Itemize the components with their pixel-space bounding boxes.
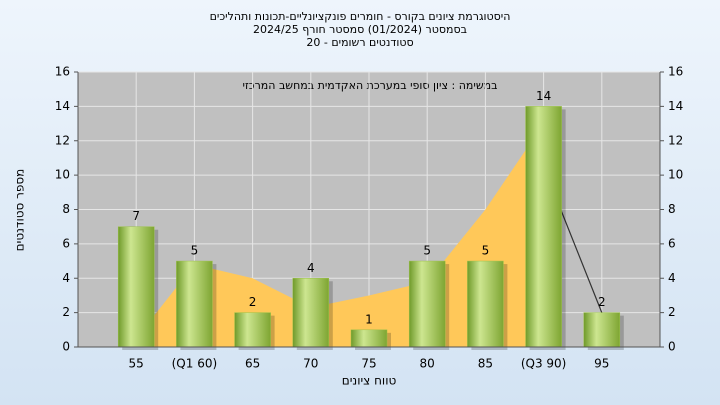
data-label: 5 <box>482 244 490 258</box>
y2-tick-label: 14 <box>668 99 683 113</box>
data-label: 7 <box>132 209 140 223</box>
y2-tick-label: 0 <box>668 340 676 354</box>
data-label: 2 <box>249 295 257 309</box>
y-tick-label: 14 <box>55 99 70 113</box>
y2-tick-label: 16 <box>668 65 683 79</box>
y2-tick-label: 12 <box>668 133 683 147</box>
data-label: 5 <box>423 244 431 258</box>
chart-subtitle: סטודנטים רשומים - 20 <box>306 36 413 49</box>
x-tick-label: 85 <box>478 357 493 371</box>
y-tick-label: 8 <box>62 202 70 216</box>
chart-title: היסטוגרמת ציונים בקורס - חומרים פונקציונ… <box>210 10 511 23</box>
y-tick-label: 0 <box>62 340 70 354</box>
data-label: 5 <box>191 244 199 258</box>
bar <box>583 312 621 348</box>
y2-tick-label: 10 <box>668 168 683 182</box>
y2-tick-label: 4 <box>668 271 676 285</box>
bar <box>117 226 155 348</box>
y-tick-label: 10 <box>55 168 70 182</box>
x-tick-label: 75 <box>361 357 376 371</box>
x-tick-label: 55 <box>129 357 144 371</box>
annotation: במשימה : ציון סופי במערכת האקדמית במחשב … <box>243 79 498 92</box>
y-axis-label: מספר סטודנטים <box>13 169 27 252</box>
x-tick-label: (Q3 90) <box>521 357 567 371</box>
bar <box>176 260 213 348</box>
x-tick-label: 95 <box>594 357 609 371</box>
chart-subtitle: בסמסטר (01/2024) סמסטר חורף 2024/25 <box>253 23 467 36</box>
y2-tick-label: 8 <box>668 202 676 216</box>
bar <box>350 329 388 348</box>
y-tick-label: 12 <box>55 133 70 147</box>
x-tick-label: 65 <box>245 357 260 371</box>
data-label: 4 <box>307 261 315 275</box>
y2-tick-label: 2 <box>668 305 676 319</box>
x-tick-label: 80 <box>420 357 435 371</box>
data-label: 1 <box>365 312 373 326</box>
y-tick-label: 2 <box>62 305 70 319</box>
data-label: 14 <box>536 89 551 103</box>
x-tick-label: 70 <box>303 357 318 371</box>
bar <box>467 260 504 348</box>
y2-tick-label: 6 <box>668 236 676 250</box>
y-tick-label: 4 <box>62 271 70 285</box>
x-tick-label: (Q1 60) <box>172 357 218 371</box>
x-axis-label: טווח ציונים <box>342 374 397 388</box>
y-tick-label: 16 <box>55 65 70 79</box>
bar <box>408 260 446 348</box>
bar <box>234 312 271 348</box>
bar <box>525 106 562 348</box>
bar <box>292 278 330 348</box>
data-label: 2 <box>598 295 606 309</box>
y-tick-label: 6 <box>62 236 70 250</box>
